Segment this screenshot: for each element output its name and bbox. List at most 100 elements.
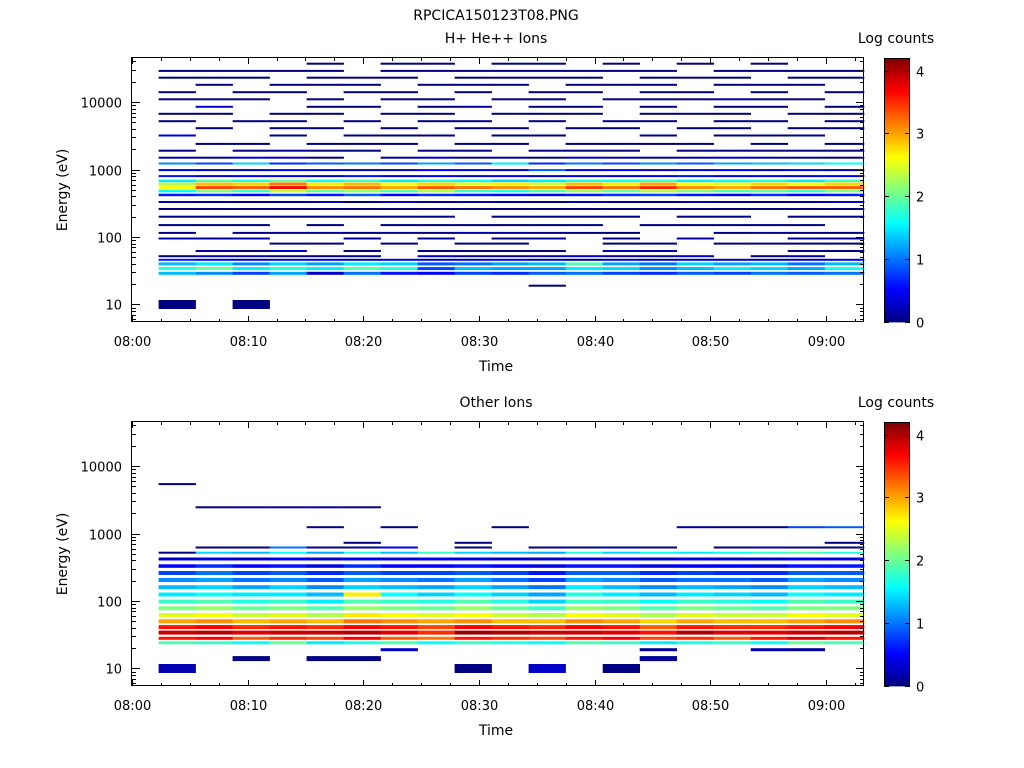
panel-2-colorbar-swatch: [884, 617, 910, 621]
panel-1-heatmap-cell: [787, 193, 825, 197]
panel-1-heatmap-cell: [713, 242, 751, 245]
panel-1-heatmap-cell: [528, 169, 566, 172]
panel-2-heatmap-cell: [306, 656, 344, 662]
panel-1-colorbar-swatch: [884, 110, 910, 114]
panel-1-heatmap-cell: [380, 208, 418, 210]
panel-1-heatmap-cell: [824, 162, 865, 165]
panel-1-heatmap-cell: [824, 215, 865, 218]
panel-1-heatmap-cell: [158, 262, 196, 266]
panel-1-heatmap-cell: [417, 255, 455, 258]
panel-1-colorbar-swatch: [884, 97, 910, 101]
panel-1-heatmap-cell: [676, 175, 714, 178]
panel-1-colorbar-swatch: [884, 163, 910, 167]
panel-2-colorbar-swatch: [884, 598, 910, 601]
panel-2-heatmap-cell: [602, 619, 640, 624]
panel-2-colorbar-swatch: [884, 444, 910, 447]
panel-1-colorbar-swatch: [884, 245, 910, 248]
panel-1-colorbar-swatch: [884, 60, 910, 63]
panel-2-heatmap-cell: [269, 606, 307, 611]
panel-2-heatmap-cell: [787, 619, 825, 624]
panel-1-heatmap-cell: [787, 224, 825, 227]
panel-1-colorbar-swatch: [884, 181, 910, 184]
panel-1-heatmap-cell: [787, 127, 825, 130]
panel-1-heatmap-cell: [454, 105, 492, 108]
panel-1-colorbar-swatch: [884, 137, 910, 140]
panel-1-heatmap-cell: [454, 258, 492, 261]
panel-2-heatmap-cell: [528, 546, 566, 549]
panel-1-heatmap-cell: [491, 237, 529, 240]
panel-1-heatmap-cell: [417, 83, 455, 86]
panel-1-heatmap-cell: [639, 83, 677, 86]
panel-1-heatmap-cell: [195, 224, 233, 227]
panel-2-heatmap-cell: [602, 606, 640, 611]
panel-2-heatmap-cell: [824, 592, 865, 597]
panel-2-colorbar-swatch: [884, 483, 910, 487]
panel-2-colorbar-swatch: [884, 571, 910, 575]
panel-1-colorbar-swatch: [884, 95, 910, 98]
panel-1-heatmap-cell: [232, 162, 270, 165]
panel-1-heatmap-cell: [232, 156, 270, 159]
panel-1-colorbar-swatch: [884, 71, 910, 74]
panel-2-heatmap-cell: [639, 606, 677, 611]
panel-2-x-tick-label: 08:10: [230, 699, 267, 714]
panel-2-x-tick-label: 08:30: [461, 699, 498, 714]
panel-2-heatmap-cell: [491, 625, 529, 630]
panel-1-colorbar-swatch: [884, 256, 910, 259]
panel-1-colorbar-swatch: [884, 190, 910, 193]
panel-1-heatmap-cell: [565, 105, 603, 108]
panel-1-heatmap-cell: [195, 186, 233, 190]
panel-1-heatmap-cell: [454, 156, 492, 159]
panel-2-heatmap-cell: [195, 641, 233, 645]
panel-1-heatmap-cell: [713, 182, 751, 186]
panel-2-heatmap-cell: [639, 585, 677, 590]
panel-2-colorbar-swatch: [884, 547, 910, 550]
panel-1-heatmap-cell: [824, 201, 865, 203]
panel-2-colorbar-swatch: [884, 422, 910, 425]
panel-2-heatmap-cell: [343, 613, 381, 617]
panel-2-heatmap-cell: [417, 606, 455, 611]
panel-1-heatmap-cell: [824, 208, 865, 210]
panel-2-heatmap-cell: [824, 613, 865, 617]
panel-1-heatmap-cell: [269, 255, 307, 258]
panel-1-heatmap-cell: [713, 162, 751, 165]
panel-2-heatmap-cell: [417, 585, 455, 590]
panel-1-heatmap-cell: [380, 193, 418, 197]
panel-2-heatmap-cell: [232, 571, 270, 575]
panel-1-colorbar-swatch: [884, 91, 910, 94]
panel-2-heatmap-cell: [750, 613, 788, 617]
panel-1-heatmap-cell: [565, 127, 603, 130]
panel-2-colorbar-swatch: [884, 435, 910, 438]
panel-1-heatmap-cell: [417, 189, 455, 193]
panel-2-heatmap-cell: [639, 551, 677, 554]
panel-1-heatmap-cell: [454, 175, 492, 178]
panel-1-heatmap-cell: [824, 193, 865, 197]
panel-2-xlabel: Time: [478, 723, 513, 739]
panel-1-heatmap-cell: [565, 149, 603, 152]
panel-1-heatmap-cell: [269, 162, 307, 165]
panel-1-heatmap-cell: [417, 179, 455, 183]
panel-1-heatmap-cell: [639, 162, 677, 165]
panel-2-heatmap-cell: [454, 541, 492, 544]
panel-1-colorbar-swatch: [884, 284, 910, 288]
panel-2-heatmap-cell: [454, 551, 492, 554]
panel-1-heatmap-cell: [158, 201, 196, 203]
panel-1-colorbar-swatch: [884, 201, 910, 204]
panel-2-heatmap-cell: [306, 625, 344, 630]
panel-2-colorbar-swatch: [884, 499, 910, 502]
panel-2-heatmap-cell: [269, 592, 307, 597]
panel-2-heatmap-cell: [750, 551, 788, 554]
panel-2-heatmap-cell: [639, 564, 677, 568]
panel-1-heatmap-cell: [417, 208, 455, 210]
panel-2-heatmap-cell: [824, 636, 865, 640]
panel-1-heatmap-cell: [713, 189, 751, 193]
panel-2-heatmap-cell: [380, 641, 418, 645]
panel-1-heatmap-cell: [787, 112, 825, 115]
panel-1-heatmap-cell: [380, 62, 418, 65]
panel-1-heatmap-cell: [750, 262, 788, 266]
panel-2-heatmap-cell: [824, 526, 865, 529]
panel-1-heatmap-cell: [269, 169, 307, 172]
panel-1-heatmap-cell: [306, 208, 344, 210]
panel-1-heatmap-cell: [750, 162, 788, 165]
panel-1-heatmap-cell: [158, 169, 196, 172]
